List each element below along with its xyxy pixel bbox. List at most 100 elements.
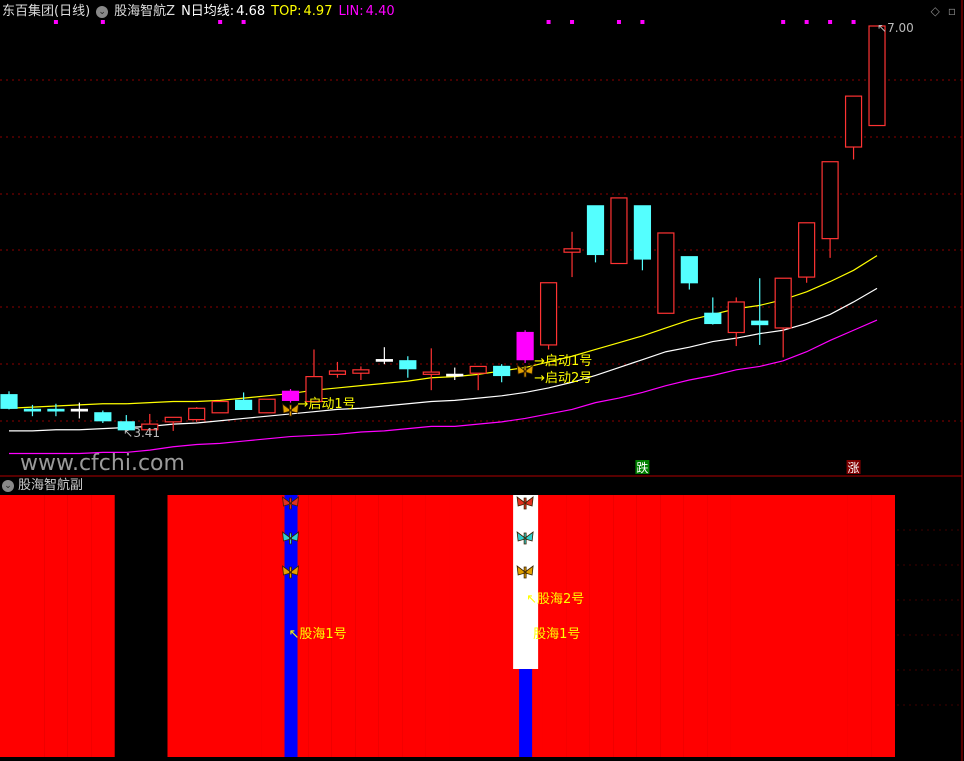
candle bbox=[211, 400, 229, 414]
butterfly-icon bbox=[282, 496, 300, 510]
ma-label: N日均线: bbox=[181, 4, 235, 19]
sub-red-bar bbox=[542, 495, 567, 757]
butterfly-icon bbox=[516, 531, 534, 545]
sub-label-3: 股海1号 bbox=[533, 627, 580, 642]
rise-badge bbox=[846, 460, 861, 474]
sub-red-bar bbox=[613, 495, 637, 757]
high-price-label: ↖7.00 bbox=[877, 21, 914, 35]
candle-body bbox=[23, 408, 42, 412]
start1-label: →启动1号 bbox=[534, 354, 592, 369]
start2-label: →启动2号 bbox=[534, 371, 592, 386]
sub-pane-title[interactable]: 股海智航副 bbox=[18, 478, 84, 493]
sub-red-bar bbox=[425, 495, 450, 757]
candle-body bbox=[516, 331, 534, 361]
candle-body bbox=[305, 376, 323, 403]
candle bbox=[23, 404, 42, 417]
top-signal-marker bbox=[100, 20, 105, 24]
candle-body bbox=[446, 373, 464, 377]
candle bbox=[281, 389, 300, 403]
sub-red-bar bbox=[44, 495, 68, 757]
sub-label-2: ↖股海2号 bbox=[526, 592, 584, 607]
sub-red-bar bbox=[824, 495, 848, 757]
indicator-name[interactable]: 股海智航Z bbox=[114, 4, 176, 19]
candle-body bbox=[70, 408, 88, 412]
lin-legend: LIN: 4.40 bbox=[338, 4, 394, 20]
candle-body bbox=[164, 416, 182, 423]
sub-red-bar bbox=[0, 495, 24, 757]
top-signal-marker bbox=[570, 20, 575, 24]
sub-red-bar bbox=[20, 495, 45, 757]
ma-legend: N日均线: 4.68 bbox=[181, 4, 265, 20]
window-controls: ◇ ▫ bbox=[931, 4, 956, 18]
diamond-icon[interactable]: ◇ bbox=[930, 4, 940, 18]
candle bbox=[657, 232, 675, 314]
series-line-TOP bbox=[8, 255, 878, 409]
low-price-label: ↖3.41 bbox=[123, 426, 160, 440]
top-signal-marker bbox=[218, 20, 223, 24]
rise-badge-text: 涨 bbox=[848, 460, 860, 475]
candle bbox=[469, 365, 487, 391]
top-signal-marker bbox=[851, 20, 856, 24]
candle-body bbox=[657, 232, 675, 314]
candle bbox=[141, 413, 159, 433]
candle-body bbox=[211, 400, 229, 414]
top-signal-marker bbox=[616, 20, 621, 24]
butterfly-icon bbox=[516, 364, 534, 378]
candle bbox=[235, 392, 253, 411]
candle bbox=[422, 348, 440, 391]
fall-badge-text: 跌 bbox=[636, 460, 648, 475]
candle bbox=[868, 25, 886, 127]
butterfly-icon bbox=[282, 531, 300, 545]
sub-blue-bar bbox=[284, 495, 298, 757]
candle-body bbox=[94, 412, 112, 422]
sub-red-bar bbox=[847, 495, 872, 757]
sub-red-bar bbox=[800, 495, 825, 757]
sub-red-bar bbox=[660, 495, 684, 757]
sub-red-bar bbox=[331, 495, 356, 757]
butterfly-icon bbox=[282, 403, 300, 417]
candle bbox=[117, 415, 135, 433]
candle-body bbox=[798, 222, 816, 278]
candle-body bbox=[399, 360, 417, 370]
sub-red-bar bbox=[355, 495, 379, 757]
candle bbox=[539, 282, 558, 350]
butterfly-icon bbox=[282, 531, 300, 545]
candle bbox=[563, 231, 581, 278]
butterfly-icon bbox=[516, 565, 534, 579]
candle bbox=[70, 402, 88, 419]
candle bbox=[704, 297, 722, 325]
candle bbox=[446, 367, 464, 381]
sub-red-bar bbox=[753, 495, 778, 757]
sub-red-bar bbox=[589, 495, 614, 757]
sub-blue-bar bbox=[519, 669, 533, 757]
candle-body bbox=[281, 390, 300, 401]
square-icon[interactable]: ▫ bbox=[947, 4, 956, 18]
sub-red-bar bbox=[308, 495, 332, 757]
candle-body bbox=[422, 371, 440, 375]
sub-red-bar bbox=[214, 495, 239, 757]
lin-label: LIN: bbox=[338, 4, 364, 19]
top-signal-marker bbox=[53, 20, 58, 24]
sub-red-bar bbox=[472, 495, 497, 757]
fall-badge bbox=[635, 460, 650, 474]
candle-body bbox=[704, 312, 722, 325]
candle-body bbox=[47, 408, 65, 412]
chevron-down-icon[interactable]: ⌄ bbox=[96, 6, 109, 18]
butterfly-icon bbox=[516, 496, 534, 510]
candle bbox=[0, 391, 18, 410]
top-signal-marker bbox=[828, 20, 833, 24]
chevron-down-icon[interactable]: ⌄ bbox=[2, 480, 14, 492]
candle bbox=[680, 256, 698, 290]
sub-red-bar bbox=[683, 495, 708, 757]
candle-body bbox=[328, 370, 347, 375]
candle-body bbox=[258, 398, 276, 414]
start1-label: →启动1号 bbox=[298, 397, 356, 412]
candle-body bbox=[352, 369, 370, 374]
sub-white-bar bbox=[513, 495, 539, 669]
candle-body bbox=[821, 161, 839, 240]
sub-red-bar bbox=[449, 495, 473, 757]
candle bbox=[47, 403, 65, 417]
candle-body bbox=[493, 365, 511, 377]
candle bbox=[798, 222, 816, 283]
